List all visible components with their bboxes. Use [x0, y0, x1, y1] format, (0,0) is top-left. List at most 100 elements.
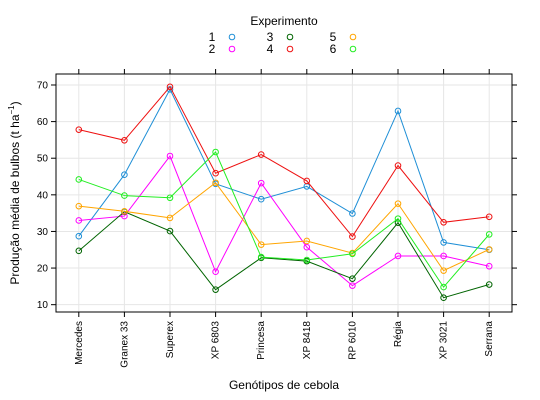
x-tick-label: Princesa	[256, 321, 267, 360]
series-line	[78, 182, 490, 272]
legend-label: 1	[209, 30, 216, 44]
legend-marker	[286, 33, 294, 41]
data-point	[440, 218, 447, 226]
data-point	[75, 126, 83, 133]
data-point	[349, 282, 356, 289]
axes: 10 20 30 40 50 60 70 Mercedes Granex 33 Superex XP…	[37, 69, 517, 368]
legend-item: 4	[267, 42, 294, 56]
series-line	[78, 85, 490, 238]
data-point	[166, 227, 174, 235]
data-point	[440, 267, 447, 274]
data-point	[349, 233, 356, 240]
data-point	[75, 176, 83, 183]
legend-label: 3	[267, 30, 274, 44]
legend-label: 4	[267, 42, 274, 56]
series-4	[75, 83, 493, 240]
series-line	[78, 151, 490, 288]
y-tick-label: 20	[37, 264, 49, 275]
data-point	[166, 83, 174, 91]
legend-item: 5	[330, 30, 357, 44]
series-line	[78, 88, 490, 251]
data-point	[257, 253, 265, 261]
data-point	[121, 171, 128, 178]
data-point	[485, 231, 493, 238]
y-tick-label: 30	[37, 227, 49, 238]
y-axis-title-close: )	[8, 101, 22, 105]
legend-marker	[286, 45, 294, 53]
x-tick-label: XP 6803	[211, 321, 222, 360]
y-tick-label: 50	[37, 154, 49, 165]
data-point	[440, 283, 447, 291]
legend-marker	[228, 45, 236, 53]
data-point	[257, 195, 265, 203]
plot-panel	[55, 73, 513, 313]
data-point	[440, 239, 447, 246]
data-point	[166, 152, 174, 160]
data-point	[121, 212, 128, 220]
data-point	[440, 294, 447, 302]
legend-item: 6	[330, 42, 357, 56]
data-point	[121, 208, 128, 215]
series-2	[75, 152, 493, 289]
data-point	[257, 151, 265, 158]
data-point	[485, 281, 493, 288]
data-point	[394, 252, 402, 260]
y-axis-title: Produção média de bulbos (t ha−1)	[7, 101, 22, 284]
legend-item: 3	[267, 30, 294, 44]
series-6	[75, 148, 493, 291]
legend-marker	[349, 45, 357, 53]
data-point	[166, 214, 174, 222]
data-point	[212, 148, 219, 156]
x-tick-label: XP 8418	[302, 321, 313, 360]
legend-item: 2	[209, 42, 236, 56]
data-point	[349, 250, 356, 258]
y-tick-label: 40	[37, 190, 49, 201]
y-tick-label: 10	[37, 300, 49, 311]
x-tick-label: RP 6010	[347, 321, 358, 360]
data-point	[166, 194, 174, 202]
data-point	[257, 179, 265, 187]
x-tick-label: Mercedes	[74, 321, 85, 365]
data-point	[394, 107, 402, 115]
data-point	[212, 286, 219, 293]
data-point	[349, 210, 356, 217]
series-line	[78, 211, 490, 299]
series-line	[78, 155, 490, 287]
y-axis-title-superscript: −1	[7, 105, 16, 115]
x-tick-label: Serrana	[484, 321, 495, 357]
legend-title: Experimento	[250, 14, 318, 28]
data-point	[75, 202, 83, 210]
x-tick-label: XP 3021	[439, 321, 450, 360]
x-tick-label: Granex 33	[119, 321, 130, 368]
data-point	[121, 192, 128, 199]
data-point	[212, 268, 219, 276]
legend-marker	[349, 33, 357, 41]
data-point	[303, 177, 311, 185]
data-point	[485, 213, 493, 221]
series-5	[75, 179, 493, 274]
y-tick-label: 70	[37, 80, 49, 91]
legend-marker	[228, 33, 236, 41]
data-point	[349, 275, 356, 282]
data-point	[485, 246, 493, 253]
legend-label: 6	[330, 42, 337, 56]
data-point	[212, 169, 219, 177]
x-axis-title: Genótipos de cebola	[229, 378, 339, 392]
data-point	[394, 215, 402, 222]
data-point	[485, 262, 493, 270]
data-point	[75, 232, 83, 240]
data-point	[394, 200, 402, 207]
data-point	[303, 243, 311, 251]
series-layer	[75, 83, 493, 302]
legend-label: 2	[209, 42, 216, 56]
legend-item: 1	[209, 30, 236, 44]
data-point	[394, 162, 402, 169]
data-point	[75, 217, 83, 224]
data-point	[440, 252, 447, 260]
x-tick-label: Régia	[393, 321, 404, 348]
data-point	[303, 256, 311, 264]
series-3	[75, 208, 493, 302]
y-tick-label: 60	[37, 117, 49, 128]
data-point	[212, 179, 219, 187]
